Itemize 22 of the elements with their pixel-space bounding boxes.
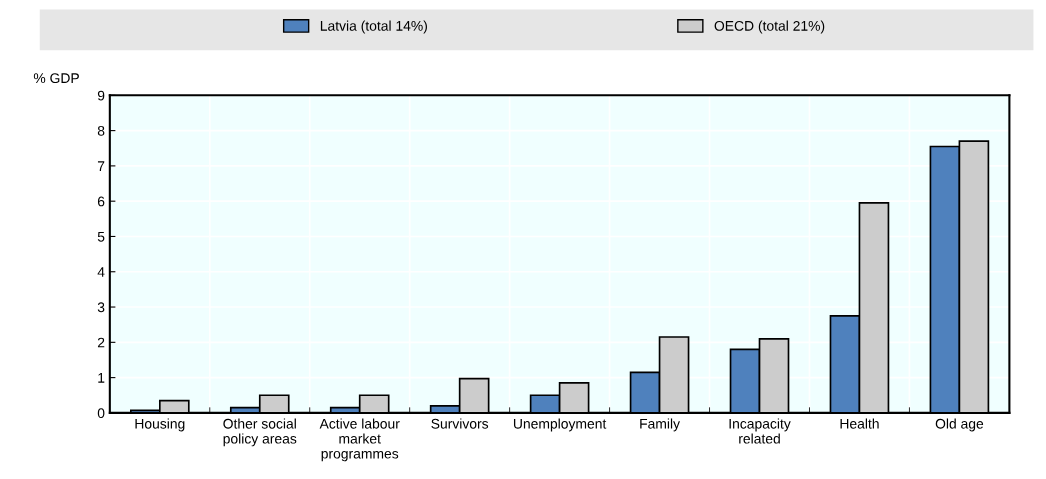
y-tick-label: 8: [97, 125, 105, 136]
x-tick-label: Incapacity related: [729, 418, 791, 444]
x-tick-label: Survivors: [431, 418, 489, 429]
x-tick-label: Housing: [135, 418, 185, 432]
y-tick-label: 2: [97, 337, 105, 348]
legend-label: OECD (total 21%): [714, 20, 825, 34]
y-tick-label: 9: [97, 90, 105, 101]
x-tick-label: Other social policy areas: [223, 418, 297, 447]
y-tick-label: 4: [97, 267, 105, 277]
x-tick-label: Family: [640, 418, 680, 432]
x-tick-label: Old age: [935, 418, 984, 432]
y-tick-label: 6: [97, 196, 105, 207]
x-tick-label: Unemployment: [513, 418, 607, 432]
y-tick-label: 7: [97, 161, 105, 171]
x-tick-label: Health: [840, 418, 879, 429]
x-tick-label: Active labour market programmes: [319, 418, 400, 462]
y-tick-label: 5: [97, 231, 105, 242]
y-tick-label: 3: [97, 302, 105, 313]
y-tick-label: 1: [98, 373, 105, 383]
legend-label: Latvia (total 14%): [320, 20, 427, 34]
y-axis-title: % GDP: [33, 73, 79, 84]
y-tick-label: 0: [97, 408, 105, 419]
